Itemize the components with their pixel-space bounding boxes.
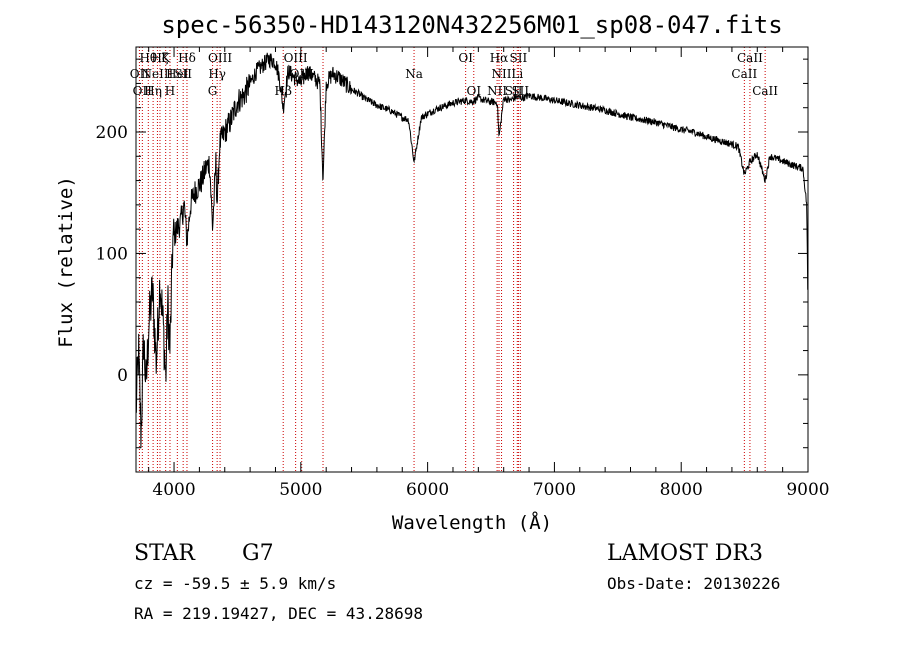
chart-title: spec-56350-HD143120N432256M01_sp08-047.f… (161, 11, 782, 39)
plot-frame (135, 46, 809, 473)
y-axis-label: Flux (relative) (55, 176, 77, 348)
redshift-value: cz = -59.5 ± 5.9 km/s (134, 574, 336, 593)
line-marker-label: SII (505, 84, 523, 98)
x-tick-label: 9000 (786, 480, 829, 500)
line-marker-label: OI (458, 51, 473, 65)
object-class: STAR (134, 541, 196, 566)
line-marker-label: HeI (166, 67, 189, 81)
line-marker-label: OIII (284, 51, 308, 65)
x-tick-label: 4000 (152, 480, 195, 500)
line-marker-label: OII (133, 84, 153, 98)
line-marker-label: Hβ (275, 84, 292, 98)
x-tick-label: 5000 (279, 480, 322, 500)
x-axis-label: Wavelength (Å) (392, 511, 552, 534)
line-marker-label: H (165, 84, 175, 98)
line-marker-label: CaII (752, 84, 778, 98)
line-marker-label: CaII (731, 67, 757, 81)
x-tick-label: 7000 (533, 480, 576, 500)
line-marker-label: NII (492, 67, 512, 81)
x-axis-ticks: 4000 5000 6000 7000 8000 9000 (148, 47, 830, 500)
spectral-line-markers (138, 47, 766, 472)
x-tick-label: 8000 (660, 480, 703, 500)
line-marker-label: SII (510, 51, 528, 65)
y-tick-label: 200 (96, 123, 128, 143)
line-marker-label: Hζ (151, 51, 168, 65)
line-marker-label: OI (466, 84, 481, 98)
observation-date: Obs-Date: 20130226 (607, 574, 780, 593)
line-marker-label: OII (130, 67, 150, 81)
spectral-subclass: G7 (242, 541, 274, 566)
line-marker-label: Hδ (178, 51, 196, 65)
line-marker-label: K (161, 51, 171, 65)
line-marker-label: OIII (208, 51, 232, 65)
line-marker-label: G (208, 84, 218, 98)
line-marker-label: Hα (490, 51, 509, 65)
coordinates: RA = 219.19427, DEC = 43.28698 (134, 604, 423, 623)
line-marker-label: NeIII (142, 67, 174, 81)
line-marker-label: OIII (290, 67, 314, 81)
spectrum-series (135, 52, 809, 449)
y-axis-ticks: 0 100 200 (96, 58, 808, 449)
line-marker-label: SII (174, 67, 192, 81)
line-marker-label: SII (511, 84, 529, 98)
line-marker-label: Hγ (208, 67, 226, 81)
line-marker-label: NII (487, 84, 507, 98)
spectral-line-labels: OIIOIIHθHηNeIIIHζKHHeISIIHδGHγOIIIHβOIII… (130, 51, 779, 98)
line-marker-label: Na (405, 67, 423, 81)
line-marker-label: Hη (144, 84, 162, 98)
spectrum-line-0 (135, 52, 809, 449)
line-marker-label: Li (511, 67, 523, 81)
survey-name: LAMOST DR3 (607, 541, 763, 566)
y-tick-label: 0 (117, 366, 128, 386)
line-marker-label: Hθ (139, 51, 157, 65)
line-marker-label: CaII (737, 51, 763, 65)
x-tick-label: 6000 (406, 480, 449, 500)
y-tick-label: 100 (96, 244, 128, 264)
